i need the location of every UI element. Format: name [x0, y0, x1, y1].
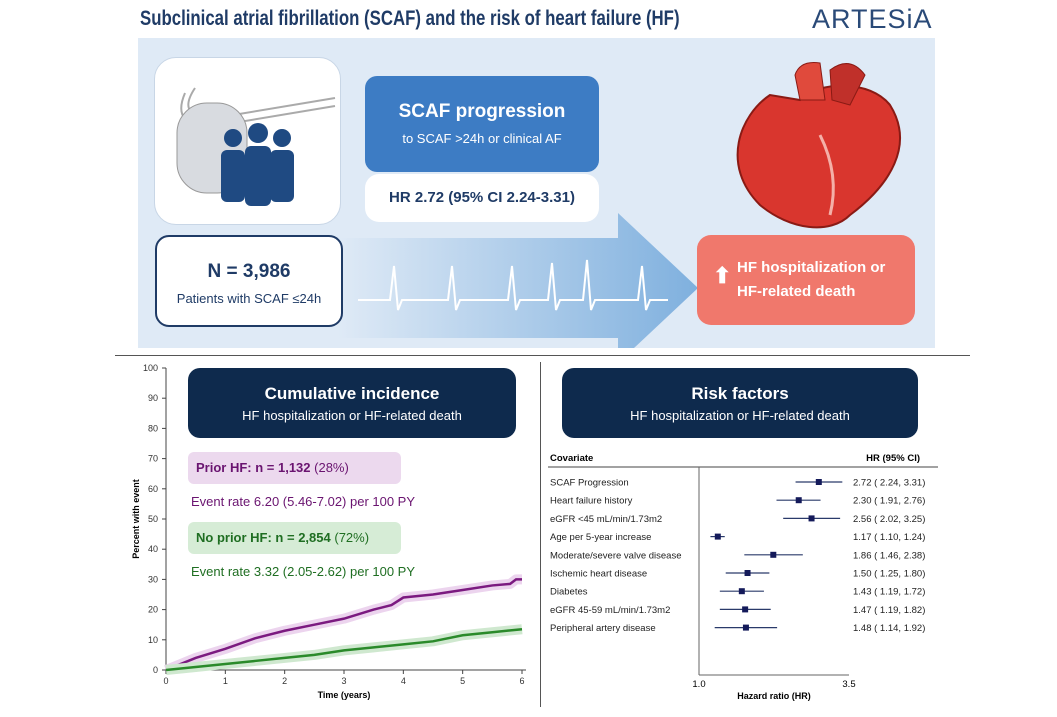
ci-subtitle: HF hospitalization or HF-related death [242, 408, 462, 423]
hr-marker [770, 551, 777, 558]
outcome-box: ⬆ HF hospitalization or HF-related death [697, 235, 915, 325]
y-tick-label: 80 [148, 423, 158, 433]
hr-marker [815, 479, 822, 485]
hr-value: 1.17 ( 1.10, 1.24) [853, 532, 925, 543]
x-tick-label: 5 [460, 676, 465, 686]
prior-label: Prior HF: n = [196, 460, 278, 475]
hr-marker [808, 515, 815, 522]
covariate-label: Age per 5-year increase [550, 532, 651, 543]
progression-hr: HR 2.72 (95% CI 2.24-3.31) [365, 174, 599, 222]
x-tick-label: 0 [163, 676, 168, 686]
y-tick-label: 50 [148, 514, 158, 524]
ecg-line [358, 259, 668, 311]
covariate-label: eGFR 45-59 mL/min/1.73m2 [550, 605, 670, 616]
hr-value: 1.86 ( 1.46, 2.38) [853, 550, 925, 561]
prior-hf-label: Prior HF: n = 1,132 (28%) [188, 452, 401, 484]
x-tick-label: 1 [223, 676, 228, 686]
noprior-event-rate: Event rate 3.32 (2.05-2.62) per 100 PY [191, 564, 416, 579]
series-line-prior-hf [165, 578, 522, 672]
ci-title: Cumulative incidence [264, 384, 440, 403]
prior-n: 1,132 [277, 460, 311, 475]
cohort-description: Patients with SCAF ≤24h [176, 291, 322, 306]
y-axis-label: Percent with event [131, 479, 141, 559]
hr-value: 2.72 ( 2.24, 3.31) [853, 478, 925, 489]
x-tick-label: 3.5 [842, 679, 855, 690]
hr-value: 2.56 ( 2.02, 3.25) [853, 514, 925, 525]
no-prior-hf-label: No prior HF: n = 2,854 (72%) [188, 522, 401, 554]
outcome-line2: HF-related death [737, 283, 856, 300]
covariate-label: SCAF Progression [550, 478, 629, 489]
rf-subtitle: HF hospitalization or HF-related death [630, 408, 850, 423]
cumulative-incidence-chart: 0 10 20 30 40 50 60 70 80 90 100 0 1 2 3 4 5 6 Time (years… [131, 363, 526, 700]
y-tick-label: 90 [148, 393, 158, 403]
confidence-band [164, 574, 522, 675]
covariate-label: eGFR <45 mL/min/1.73m2 [550, 514, 662, 525]
x-tick-label: 6 [519, 676, 524, 686]
scaf-progression-box: SCAF progression to SCAF >24h or clinica… [365, 76, 599, 172]
x-tick-label: 3 [341, 676, 346, 686]
progression-subtitle: to SCAF >24h or clinical AF [402, 131, 562, 146]
noprior-label: No prior HF: n = [196, 530, 299, 545]
hr-marker [742, 606, 749, 613]
column-header-hr: HR (95% CI) [866, 453, 920, 464]
hr-marker [714, 533, 721, 540]
arrow-up-icon: ⬆ [713, 263, 732, 288]
artesia-logo: ARTESiA [812, 4, 933, 34]
covariate-label: Peripheral artery disease [550, 623, 656, 634]
column-divider [540, 362, 541, 707]
x-tick-label: 2 [282, 676, 287, 686]
hr-marker [744, 570, 751, 576]
y-tick-label: 30 [148, 574, 158, 584]
y-tick-label: 20 [148, 605, 158, 615]
outcome-line1: HF hospitalization or [737, 259, 886, 276]
hr-value: 1.50 ( 1.25, 1.80) [853, 569, 925, 580]
x-tick-label: 1.0 [692, 679, 705, 690]
y-tick-label: 60 [148, 484, 158, 494]
hr-marker [738, 588, 745, 595]
flow-arrow [338, 213, 698, 348]
hr-value: 1.48 ( 1.14, 1.92) [853, 623, 925, 634]
hr-value: 2.30 ( 1.91, 2.76) [853, 496, 925, 507]
page-title: Subclinical atrial fibrillation (SCAF) a… [140, 7, 680, 30]
prior-event-rate: Event rate 6.20 (5.46-7.02) per 100 PY [191, 494, 416, 509]
y-tick-label: 0 [153, 665, 158, 675]
device-illustration [154, 57, 341, 225]
hr-value: 1.43 ( 1.19, 1.72) [853, 587, 925, 598]
pacemaker-people-icon [176, 87, 336, 206]
y-tick-label: 100 [143, 363, 158, 373]
prior-pct: (28%) [310, 460, 349, 475]
covariate-label: Heart failure history [550, 496, 633, 507]
hr-value: 1.47 ( 1.19, 1.82) [853, 605, 925, 616]
x-tick-label: 4 [401, 676, 406, 686]
forest-plot: Covariate HR (95% CI) 1.0 3.5 Hazard ratio (… [548, 453, 938, 701]
hr-marker [742, 624, 749, 631]
cohort-card: N = 3,986 Patients with SCAF ≤24h [155, 235, 343, 327]
cumulative-incidence-header: Cumulative incidence HF hospitalization … [188, 368, 516, 438]
cohort-size: N = 3,986 [207, 261, 291, 282]
y-tick-label: 40 [148, 544, 158, 554]
covariate-label: Ischemic heart disease [550, 569, 647, 580]
covariate-label: Diabetes [550, 587, 588, 598]
heart-icon [736, 62, 901, 229]
noprior-n: 2,854 [298, 530, 331, 545]
x-axis-label: Time (years) [318, 690, 371, 700]
series-line-no-prior-hf [165, 627, 523, 672]
risk-factors-header: Risk factors HF hospitalization or HF-re… [562, 368, 918, 438]
rf-title: Risk factors [691, 384, 789, 403]
x-axis-label: Hazard ratio (HR) [737, 691, 811, 701]
hr-marker [795, 497, 802, 504]
column-header-covariate: Covariate [550, 453, 593, 464]
y-tick-label: 10 [148, 635, 158, 645]
noprior-pct: (72%) [330, 530, 370, 545]
section-divider [115, 355, 970, 356]
covariate-label: Moderate/severe valve disease [550, 550, 682, 561]
y-tick-label: 70 [148, 454, 158, 464]
progression-title: SCAF progression [398, 101, 566, 122]
